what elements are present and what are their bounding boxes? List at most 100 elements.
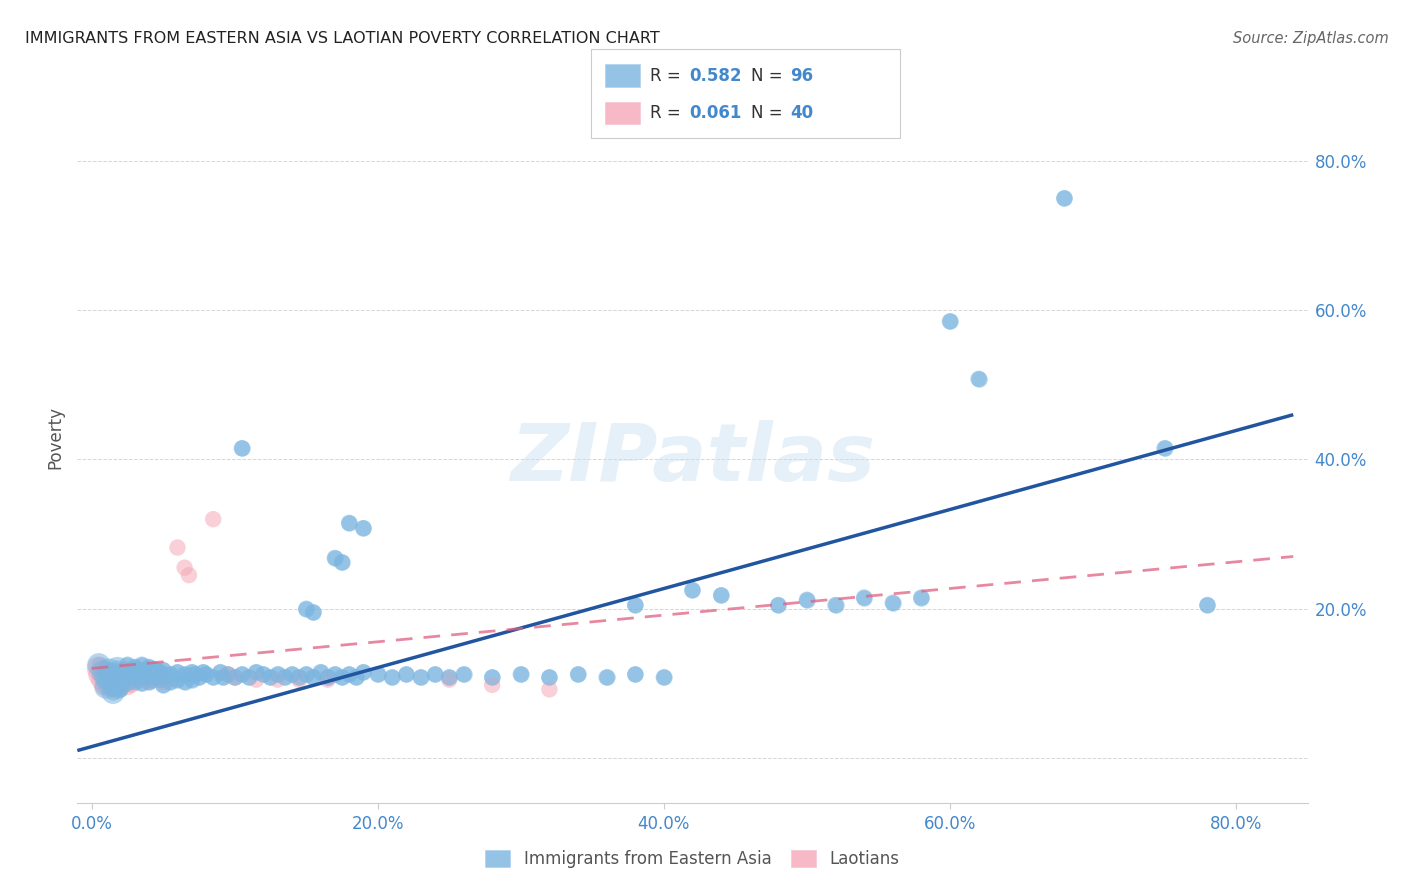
Point <box>288 670 311 684</box>
Point <box>110 665 132 680</box>
Point <box>295 601 318 615</box>
Point <box>149 673 172 687</box>
Point <box>138 660 160 674</box>
Point <box>453 667 475 681</box>
Point <box>159 674 181 689</box>
Point <box>105 678 128 692</box>
Point <box>159 667 181 681</box>
Point <box>302 606 325 620</box>
Point <box>110 674 132 689</box>
Point <box>173 667 195 681</box>
Text: IMMIGRANTS FROM EASTERN ASIA VS LAOTIAN POVERTY CORRELATION CHART: IMMIGRANTS FROM EASTERN ASIA VS LAOTIAN … <box>25 31 659 46</box>
Point <box>323 667 346 681</box>
Point <box>882 596 904 610</box>
Point <box>124 660 146 674</box>
Point <box>121 670 143 684</box>
Point <box>853 591 876 605</box>
Point <box>149 665 172 680</box>
Point <box>97 673 120 687</box>
Point <box>330 556 353 570</box>
Point <box>112 670 135 684</box>
Point <box>121 663 143 677</box>
Point <box>149 665 172 680</box>
Point <box>97 673 120 687</box>
Point <box>117 657 139 672</box>
Point <box>309 665 332 680</box>
Point <box>124 674 146 689</box>
Point <box>94 670 117 684</box>
Point <box>624 667 647 681</box>
Text: N =: N = <box>751 104 787 122</box>
Point <box>112 678 135 692</box>
Point <box>101 682 124 697</box>
Point <box>101 667 124 681</box>
Point <box>117 676 139 690</box>
Point <box>152 663 174 677</box>
Point <box>259 670 281 684</box>
Point <box>202 670 225 684</box>
Point <box>94 670 117 684</box>
Point <box>1197 598 1219 612</box>
Point <box>91 673 114 687</box>
Point <box>135 670 157 684</box>
Text: ZIPatlas: ZIPatlas <box>510 420 875 498</box>
Point <box>138 667 160 681</box>
Point <box>101 667 124 681</box>
Point <box>117 676 139 690</box>
Point <box>423 667 446 681</box>
Point <box>166 673 188 687</box>
Point <box>624 598 647 612</box>
Point <box>824 598 846 612</box>
Point <box>481 670 503 684</box>
Point <box>652 670 675 684</box>
Point <box>127 673 149 687</box>
Point <box>183 667 205 681</box>
Point <box>121 663 143 677</box>
Point <box>193 665 215 680</box>
Point <box>567 667 589 681</box>
Point <box>330 670 353 684</box>
Point <box>121 678 143 692</box>
Point <box>87 657 110 672</box>
Point <box>121 670 143 684</box>
Point <box>481 670 503 684</box>
Point <box>89 667 111 681</box>
Point <box>509 667 531 681</box>
Point <box>295 667 318 681</box>
Text: R =: R = <box>650 67 686 85</box>
Point <box>238 670 260 684</box>
Point <box>344 670 367 684</box>
Point <box>330 670 353 684</box>
Point <box>212 670 235 684</box>
Point <box>152 670 174 684</box>
Text: 0.061: 0.061 <box>689 104 741 122</box>
Point <box>180 673 202 687</box>
Point <box>145 673 167 687</box>
Point <box>145 663 167 677</box>
Point <box>141 665 163 680</box>
Point <box>173 674 195 689</box>
Point <box>138 674 160 689</box>
Point <box>252 667 274 681</box>
Point <box>87 657 110 672</box>
Point <box>138 674 160 689</box>
Point <box>302 670 325 684</box>
Point <box>117 680 139 694</box>
Point <box>131 667 153 681</box>
Point <box>266 667 288 681</box>
Point <box>967 372 990 386</box>
Point <box>266 673 288 687</box>
Point <box>302 606 325 620</box>
Point <box>94 663 117 677</box>
Point <box>224 670 246 684</box>
Point <box>97 663 120 677</box>
Point <box>110 673 132 687</box>
Point <box>224 670 246 684</box>
Point <box>117 667 139 681</box>
Point <box>112 663 135 677</box>
Point <box>135 663 157 677</box>
Point <box>135 663 157 677</box>
Point <box>131 676 153 690</box>
Point <box>112 670 135 684</box>
Point <box>141 673 163 687</box>
